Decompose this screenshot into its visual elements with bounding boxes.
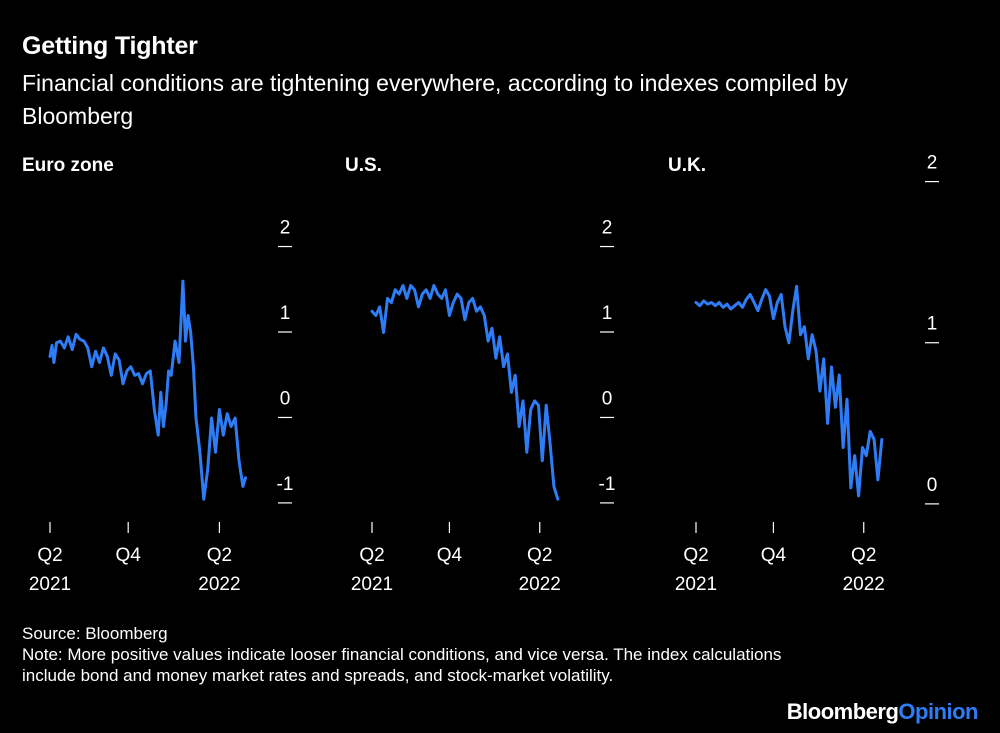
euro-zone-x-tick-label: Q2 bbox=[37, 545, 62, 566]
footer: Source: Bloomberg Note: More positive va… bbox=[22, 623, 782, 686]
brand-main: Bloomberg bbox=[786, 699, 899, 724]
uk-x-tick-label: Q2 bbox=[851, 545, 876, 566]
panel-title-uk: U.K. bbox=[668, 155, 706, 176]
bloomberg-opinion-logo: BloombergOpinion bbox=[786, 699, 979, 725]
us-series-line bbox=[370, 284, 560, 501]
uk-series-line bbox=[694, 284, 884, 498]
us-y-tick-label: 2 bbox=[602, 218, 613, 239]
euro-zone-x-tick-label: Q2 bbox=[207, 545, 232, 566]
us-y-tick-label: 1 bbox=[602, 303, 613, 324]
euro-zone-y-tick-label: 1 bbox=[280, 303, 291, 324]
uk-y-tick-label: 1 bbox=[927, 314, 938, 335]
us-x-tick-label: Q2 bbox=[527, 545, 552, 566]
euro-zone-x-tick-label: Q4 bbox=[116, 545, 142, 566]
euro-zone-y-tick-label: 0 bbox=[280, 388, 291, 409]
uk-y-tick-label: 0 bbox=[927, 475, 938, 496]
uk-x-tick-label: Q2 bbox=[683, 545, 708, 566]
panel-title-euro-zone: Euro zone bbox=[22, 155, 114, 176]
uk-x-tick-label: Q4 bbox=[761, 545, 787, 566]
uk-x-tick-year: 2022 bbox=[843, 574, 885, 595]
uk-y-tick-label: 2 bbox=[927, 153, 938, 174]
us-x-tick-year: 2022 bbox=[519, 574, 561, 595]
uk-x-tick-year: 2021 bbox=[675, 574, 717, 595]
panel-title-us: U.S. bbox=[345, 155, 382, 176]
euro-zone-x-tick-year: 2021 bbox=[29, 574, 71, 595]
us-x-tick-label: Q4 bbox=[437, 545, 463, 566]
euro-zone-y-tick-label: -1 bbox=[277, 474, 294, 495]
euro-zone-series-line bbox=[48, 279, 247, 501]
chart-title: Getting Tighter bbox=[22, 32, 198, 60]
euro-zone-y-tick-label: 2 bbox=[280, 218, 291, 239]
us-y-tick-label: -1 bbox=[599, 474, 616, 495]
chart-subtitle: Financial conditions are tightening ever… bbox=[22, 70, 848, 129]
euro-zone-x-tick-year: 2022 bbox=[198, 574, 240, 595]
us-y-tick-label: 0 bbox=[602, 388, 613, 409]
us-x-tick-label: Q2 bbox=[359, 545, 384, 566]
source-note: Source: Bloomberg bbox=[22, 624, 168, 643]
methodology-note: Note: More positive values indicate loos… bbox=[22, 645, 782, 685]
us-x-tick-year: 2021 bbox=[351, 574, 393, 595]
brand-accent: Opinion bbox=[898, 699, 978, 724]
